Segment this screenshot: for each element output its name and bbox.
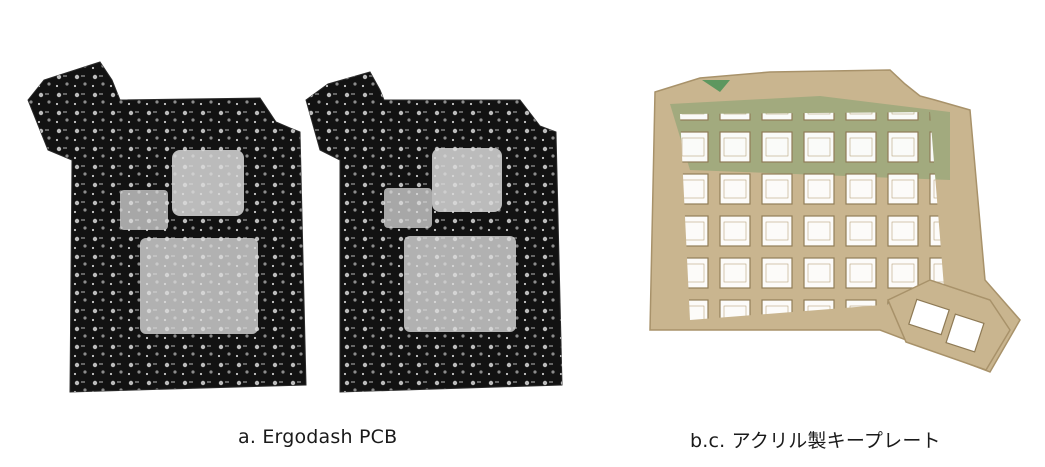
pcb-board-right (305, 71, 563, 393)
acrylic-plates (649, 69, 1021, 373)
pcb-logo-left (120, 150, 258, 334)
pcb-board-left (27, 61, 307, 393)
pcb-logo-right (384, 148, 516, 332)
caption-pcb: a. Ergodash PCB (238, 426, 398, 448)
caption-acrylic-plate: b.c. アクリル製キープレート (690, 430, 941, 452)
